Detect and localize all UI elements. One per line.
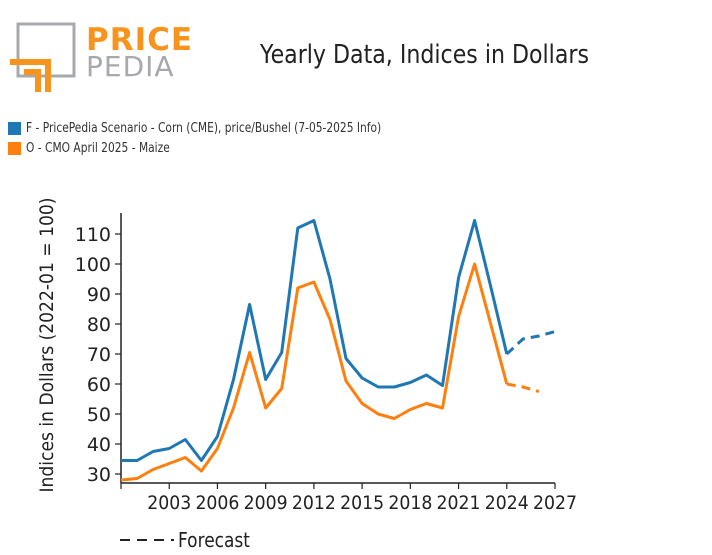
x-tick-label: 2018 [388,492,432,514]
y-axis-label: Indices in Dollars (2022-01 = 100) [36,198,58,493]
forecast-label: Forecast [178,528,250,552]
series-line-0 [121,219,509,462]
chart-title: Yearly Data, Indices in Dollars [260,40,589,70]
y-tick-label: 80 [87,314,111,336]
legend-label-maize: O - CMO April 2025 - Maize [26,140,170,156]
legend-swatch-orange [8,141,21,155]
legend-label-corn: F - PricePedia Scenario - Corn (CME), pr… [26,120,382,136]
forecast-legend: Forecast [120,528,263,552]
chart-legend: F - PricePedia Scenario - Corn (CME), pr… [8,118,459,158]
logo-text-price: PRICE [86,22,194,58]
y-tick-label: 110 [75,224,111,246]
x-tick-label: 2024 [485,492,529,514]
series-line-1 [120,262,509,482]
y-tick-label: 50 [87,404,111,426]
x-tick-label: 2009 [244,492,288,514]
y-tick-label: 30 [87,464,111,486]
series-forecast-line-0 [505,330,556,356]
y-tick-label: 40 [87,434,111,456]
y-tick-label: 100 [75,254,111,276]
series-forecast-line-1 [506,382,540,393]
legend-item-maize: O - CMO April 2025 - Maize [8,138,459,158]
y-tick-label: 70 [87,344,111,366]
chart-axes: 30 40 50 60 70 80 90 100 110 2003 2006 2009 2012 2015… [36,198,577,515]
logo-mark-icon [10,22,76,92]
x-tick-label: 2021 [437,492,481,514]
y-tick-label: 60 [87,374,111,396]
legend-item-corn: F - PricePedia Scenario - Corn (CME), pr… [8,118,459,138]
x-tick-label: 2003 [147,492,191,514]
x-tick-label: 2027 [533,492,577,514]
legend-swatch-blue [8,121,21,135]
pricepedia-logo: PRICE PEDIA [8,20,192,95]
chart-series [120,219,556,482]
forecast-dash-icon [120,539,174,541]
logo-text-pedia: PEDIA [86,50,175,83]
x-tick-label: 2006 [195,492,239,514]
y-tick-label: 90 [87,284,111,306]
x-tick-label: 2015 [340,492,384,514]
x-tick-label: 2012 [292,492,336,514]
